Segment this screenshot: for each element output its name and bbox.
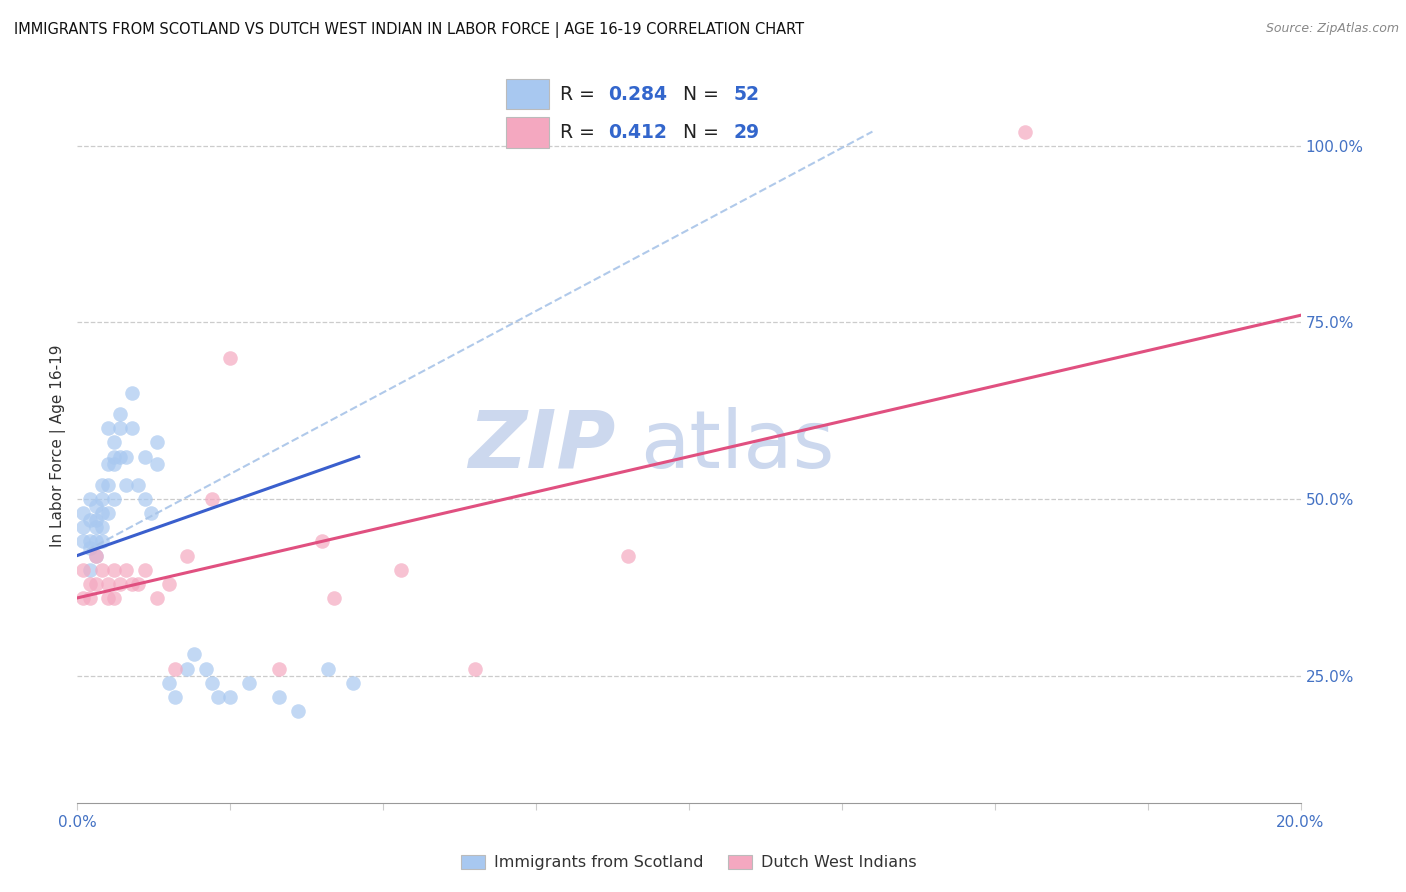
Point xyxy=(219,690,242,704)
Point xyxy=(108,407,131,421)
Point xyxy=(90,563,112,577)
Point xyxy=(97,506,120,520)
Point xyxy=(103,591,125,605)
Point xyxy=(103,457,125,471)
Point xyxy=(79,534,101,549)
Text: IMMIGRANTS FROM SCOTLAND VS DUTCH WEST INDIAN IN LABOR FORCE | AGE 16-19 CORRELA: IMMIGRANTS FROM SCOTLAND VS DUTCH WEST I… xyxy=(14,22,804,38)
Point xyxy=(72,506,94,520)
Text: ZIP: ZIP xyxy=(468,407,616,485)
Point xyxy=(207,690,229,704)
Point xyxy=(97,478,120,492)
Point xyxy=(108,421,131,435)
Point xyxy=(146,591,169,605)
Point xyxy=(103,450,125,464)
Point xyxy=(72,534,94,549)
Point xyxy=(121,386,143,401)
Point xyxy=(103,435,125,450)
Y-axis label: In Labor Force | Age 16-19: In Labor Force | Age 16-19 xyxy=(51,344,66,548)
Point xyxy=(84,520,107,534)
Point xyxy=(176,549,198,563)
Point xyxy=(316,662,339,676)
Point xyxy=(72,520,94,534)
Point xyxy=(90,478,112,492)
Point xyxy=(84,549,107,563)
Point xyxy=(97,576,120,591)
Point xyxy=(90,491,112,506)
Point xyxy=(79,591,101,605)
Point xyxy=(72,591,94,605)
Text: atlas: atlas xyxy=(640,407,834,485)
Point xyxy=(121,576,143,591)
Point xyxy=(157,675,180,690)
Point xyxy=(139,506,162,520)
Point xyxy=(1014,125,1036,139)
Point xyxy=(311,534,333,549)
Point xyxy=(84,513,107,527)
Point xyxy=(79,491,101,506)
Text: R =: R = xyxy=(560,123,602,142)
Point xyxy=(201,675,224,690)
Point xyxy=(134,450,156,464)
Point xyxy=(342,675,364,690)
Point xyxy=(97,457,120,471)
Point xyxy=(391,563,413,577)
Point xyxy=(108,450,131,464)
Point xyxy=(201,491,224,506)
Point xyxy=(134,563,156,577)
Text: 52: 52 xyxy=(734,85,759,103)
Text: Source: ZipAtlas.com: Source: ZipAtlas.com xyxy=(1265,22,1399,36)
Legend: Immigrants from Scotland, Dutch West Indians: Immigrants from Scotland, Dutch West Ind… xyxy=(454,848,924,877)
Text: N =: N = xyxy=(671,123,725,142)
Point xyxy=(128,478,150,492)
Point xyxy=(165,662,187,676)
Point xyxy=(157,576,180,591)
Point xyxy=(97,421,120,435)
Point xyxy=(97,591,120,605)
Point xyxy=(103,491,125,506)
Point xyxy=(115,478,138,492)
Point xyxy=(183,648,205,662)
Point xyxy=(115,563,138,577)
Point xyxy=(121,421,143,435)
Point xyxy=(194,662,217,676)
Point xyxy=(90,506,112,520)
Bar xyxy=(506,79,548,110)
Point xyxy=(115,450,138,464)
Point xyxy=(238,675,260,690)
Point xyxy=(84,534,107,549)
Point xyxy=(90,520,112,534)
Point xyxy=(165,690,187,704)
Point xyxy=(79,541,101,556)
Bar xyxy=(506,117,548,147)
Point xyxy=(128,576,150,591)
Point xyxy=(287,704,309,718)
Point xyxy=(219,351,242,365)
Point xyxy=(79,513,101,527)
Point xyxy=(146,457,169,471)
Point xyxy=(269,690,291,704)
Text: N =: N = xyxy=(671,85,725,103)
Point xyxy=(176,662,198,676)
Point xyxy=(84,499,107,513)
Text: R =: R = xyxy=(560,85,602,103)
Point xyxy=(323,591,346,605)
Point xyxy=(269,662,291,676)
Point xyxy=(134,491,156,506)
Point xyxy=(79,563,101,577)
Point xyxy=(103,563,125,577)
Point xyxy=(108,576,131,591)
Point xyxy=(617,549,640,563)
Text: 0.412: 0.412 xyxy=(609,123,666,142)
Point xyxy=(72,563,94,577)
Point xyxy=(146,435,169,450)
Point xyxy=(90,534,112,549)
Text: 0.284: 0.284 xyxy=(609,85,668,103)
Text: 29: 29 xyxy=(734,123,759,142)
Point xyxy=(84,576,107,591)
Point xyxy=(464,662,486,676)
Point xyxy=(84,549,107,563)
Point xyxy=(79,576,101,591)
